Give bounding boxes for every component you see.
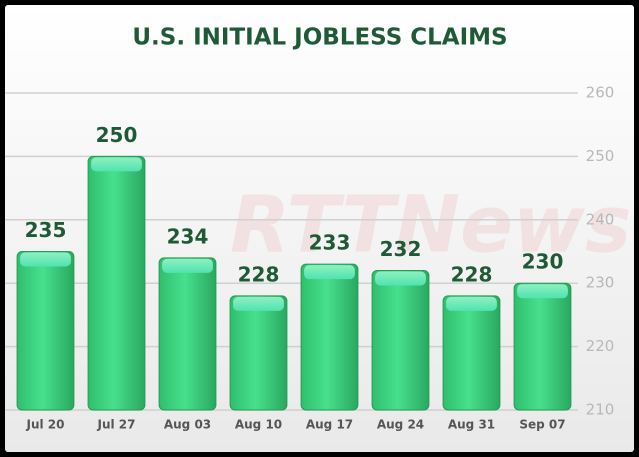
bar	[442, 295, 501, 411]
value-label: 228	[238, 262, 280, 286]
x-tick-label: Jul 27	[97, 418, 136, 432]
chart-title: U.S. INITIAL JOBLESS CLAIMS	[132, 25, 507, 51]
bar-top	[375, 271, 426, 286]
bar-top	[446, 296, 497, 311]
bar-top	[91, 157, 142, 172]
x-tick-label: Jul 20	[26, 418, 65, 432]
bar	[229, 295, 288, 411]
value-label: 230	[522, 250, 564, 274]
value-label: 228	[451, 262, 493, 286]
y-tick-label: 220	[586, 337, 615, 355]
value-label: 235	[25, 218, 67, 242]
value-label: 233	[309, 231, 351, 255]
y-tick-label: 240	[586, 210, 615, 228]
value-label: 250	[96, 123, 138, 147]
x-tick-label: Aug 31	[448, 418, 495, 432]
x-tick-label: Sep 07	[519, 418, 565, 432]
bar	[87, 155, 146, 411]
y-tick-label: 260	[586, 84, 615, 102]
x-tick-label: Aug 10	[235, 418, 282, 432]
bar-top	[517, 284, 568, 299]
bar	[371, 270, 430, 411]
x-tick-label: Aug 03	[164, 418, 211, 432]
bar-top	[304, 265, 355, 280]
y-tick-label: 210	[586, 401, 615, 419]
watermark: RTTNews	[230, 180, 631, 270]
bar	[158, 257, 217, 411]
x-tick-label: Aug 24	[377, 418, 424, 432]
value-label: 234	[167, 224, 209, 248]
bar	[513, 282, 572, 411]
bar-top	[233, 296, 284, 311]
bar-top	[162, 258, 213, 273]
bar	[300, 263, 359, 411]
y-tick-label: 250	[586, 147, 615, 165]
bar-top	[20, 252, 71, 267]
value-label: 232	[380, 237, 422, 261]
bar	[16, 251, 75, 411]
y-tick-label: 230	[586, 274, 615, 292]
x-tick-label: Aug 17	[306, 418, 353, 432]
